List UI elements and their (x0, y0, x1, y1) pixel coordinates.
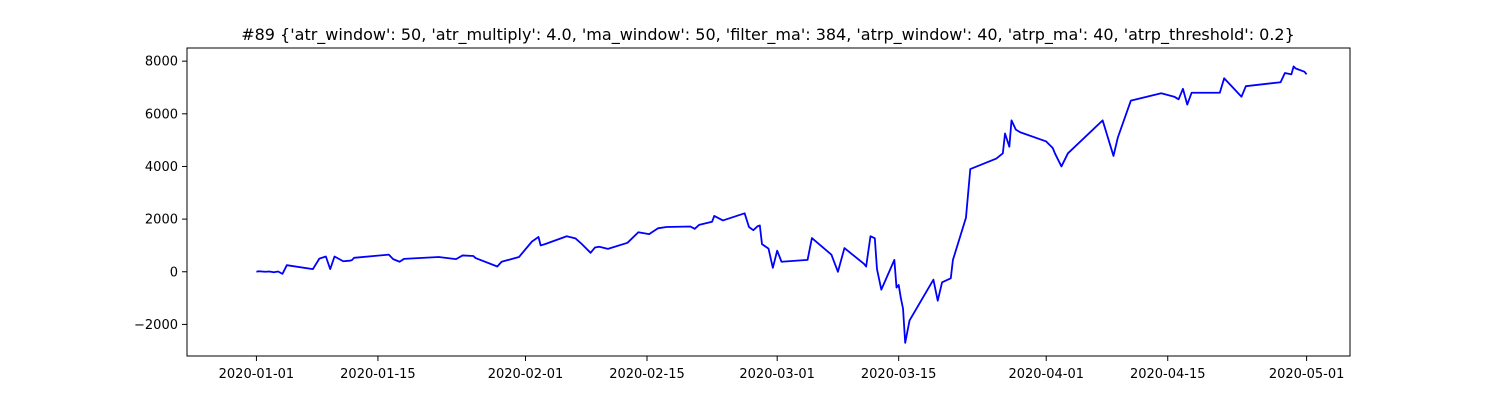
y-tick-label: 6000 (145, 107, 178, 122)
x-tick-label: 2020-04-15 (1130, 367, 1206, 382)
y-axis: −2000 0 2000 4000 6000 8000 (134, 55, 187, 333)
y-tick-label: 0 (170, 265, 178, 280)
equity-series-line (256, 65, 1308, 344)
x-tick-label: 2020-01-15 (340, 367, 416, 382)
x-tick-label: 2020-02-15 (609, 367, 685, 382)
x-tick-label: 2020-03-15 (861, 367, 937, 382)
chart-title: #89 {'atr_window': 50, 'atr_multiply': 4… (241, 25, 1295, 45)
series-group (256, 65, 1308, 344)
x-tick-label: 2020-03-01 (739, 367, 815, 382)
y-tick-label: 4000 (145, 160, 178, 175)
x-tick-label: 2020-02-01 (488, 367, 564, 382)
y-tick-label: 8000 (145, 55, 178, 70)
y-tick-label: 2000 (145, 213, 178, 228)
x-tick-label: 2020-04-01 (1008, 367, 1084, 382)
x-axis: 2020-01-01 2020-01-15 2020-02-01 2020-02-15… (219, 356, 1345, 382)
plot-frame (186, 47, 1351, 357)
y-tick-label: −2000 (134, 318, 178, 333)
x-tick-label: 2020-05-01 (1269, 367, 1345, 382)
x-tick-label: 2020-01-01 (219, 367, 295, 382)
